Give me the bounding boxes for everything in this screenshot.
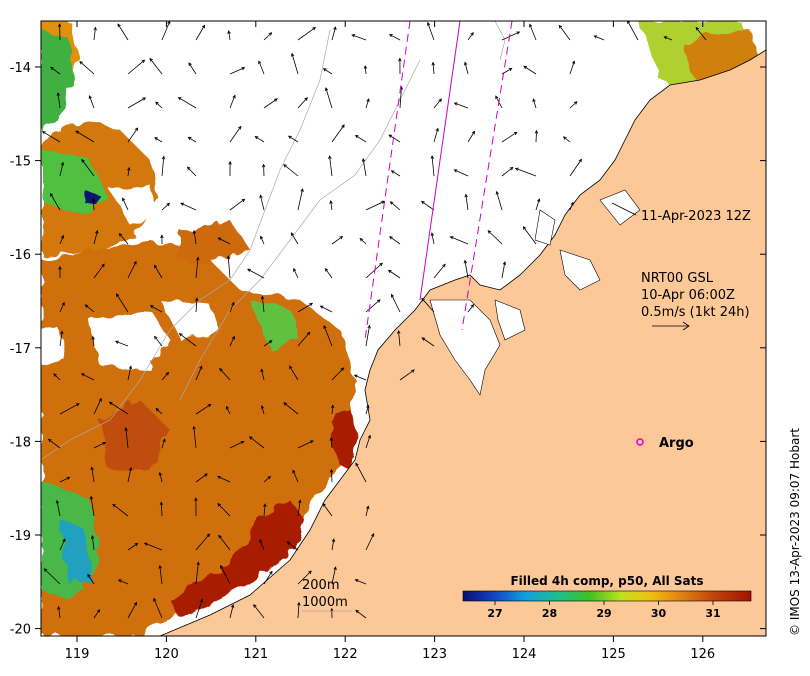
colorbar-title: Filled 4h comp, p50, All Sats [510, 574, 703, 588]
lon-tick-label: 125 [601, 647, 626, 662]
current-scale-label: 0.5m/s (1kt 24h) [641, 305, 750, 320]
lat-tick-label: -19 [10, 529, 31, 544]
lon-tick-label: 120 [154, 647, 179, 662]
colorbar-gradient [463, 591, 751, 601]
isobath-200-label: 200m [302, 578, 339, 593]
colorbar-tick-label: 30 [651, 607, 667, 620]
isobath-1000-label: 1000m [302, 595, 348, 610]
lon-tick-label: 122 [333, 647, 358, 662]
lon-tick-label: 121 [243, 647, 268, 662]
argo-label: Argo [659, 436, 694, 451]
colorbar-tick-label: 31 [705, 607, 720, 620]
lon-tick-label: 124 [512, 647, 537, 662]
lat-tick-label: -20 [10, 623, 31, 638]
lon-tick-label: 119 [65, 647, 90, 662]
lon-tick-label: 126 [690, 647, 715, 662]
colorbar-tick-label: 27 [487, 607, 502, 620]
lat-tick-label: -17 [10, 342, 31, 357]
current-vector [536, 131, 537, 142]
colorbar-tick-label: 29 [596, 607, 611, 620]
lat-tick-label: -16 [10, 248, 31, 263]
lon-tick-label: 123 [422, 647, 447, 662]
lat-tick-label: -18 [10, 435, 31, 450]
colorbar-tick-label: 28 [542, 607, 557, 620]
current-source-label: NRT00 GSL [641, 271, 714, 286]
current-time-label: 10-Apr 06:00Z [641, 288, 735, 303]
map-plot-area [41, 21, 766, 636]
current-vector [331, 470, 332, 482]
credit-text: © IMOS 13-Apr-2023 09:07 Hobart [788, 428, 802, 636]
lat-tick-label: -15 [10, 155, 31, 170]
timestamp-label: 11-Apr-2023 12Z [641, 209, 751, 224]
lat-tick-label: -14 [10, 61, 31, 76]
